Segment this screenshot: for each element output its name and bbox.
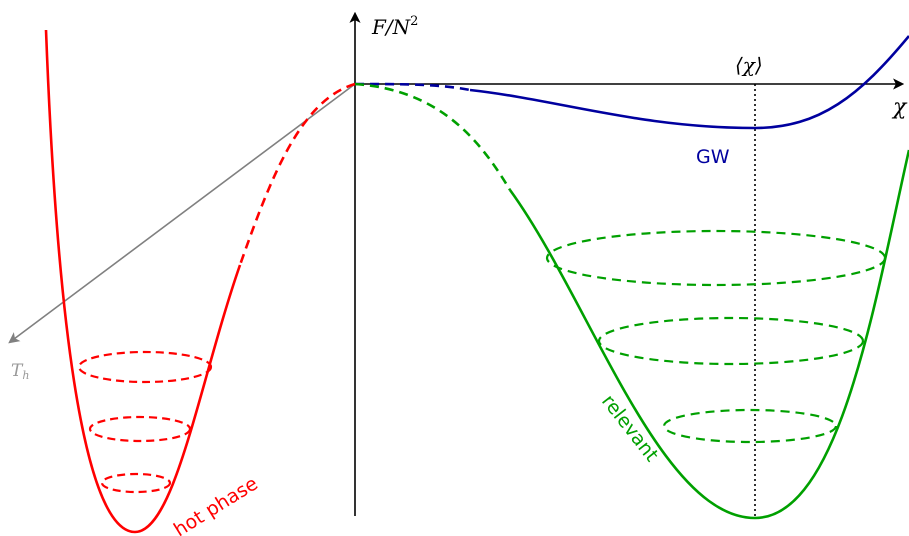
gw-label: GW [696, 146, 730, 168]
expectation-label: ⟨χ⟩ [735, 53, 763, 77]
relevant-ellipse-top [545, 229, 887, 287]
th-axis-label: Th [11, 361, 29, 382]
hot-curve-dashed [238, 82, 356, 266]
th-axis [8, 83, 356, 344]
relevant-ellipse-bottom [662, 408, 838, 444]
hot-curve [44, 29, 242, 534]
gw-curve-dashed [354, 82, 471, 92]
hot-ellipse-middle [88, 415, 192, 443]
x-axis-label: χ [891, 95, 908, 120]
relevant-curve-dashed [354, 82, 512, 191]
relevant-ellipse-middle [597, 316, 865, 366]
y-axis-label: F/N2 [371, 14, 418, 39]
hot-ellipse-top [77, 350, 213, 384]
relevant-curve [508, 149, 909, 520]
hot-phase-label: hot phase [170, 473, 262, 536]
hot-ellipse-bottom [100, 472, 172, 494]
gw-curve [469, 35, 909, 130]
